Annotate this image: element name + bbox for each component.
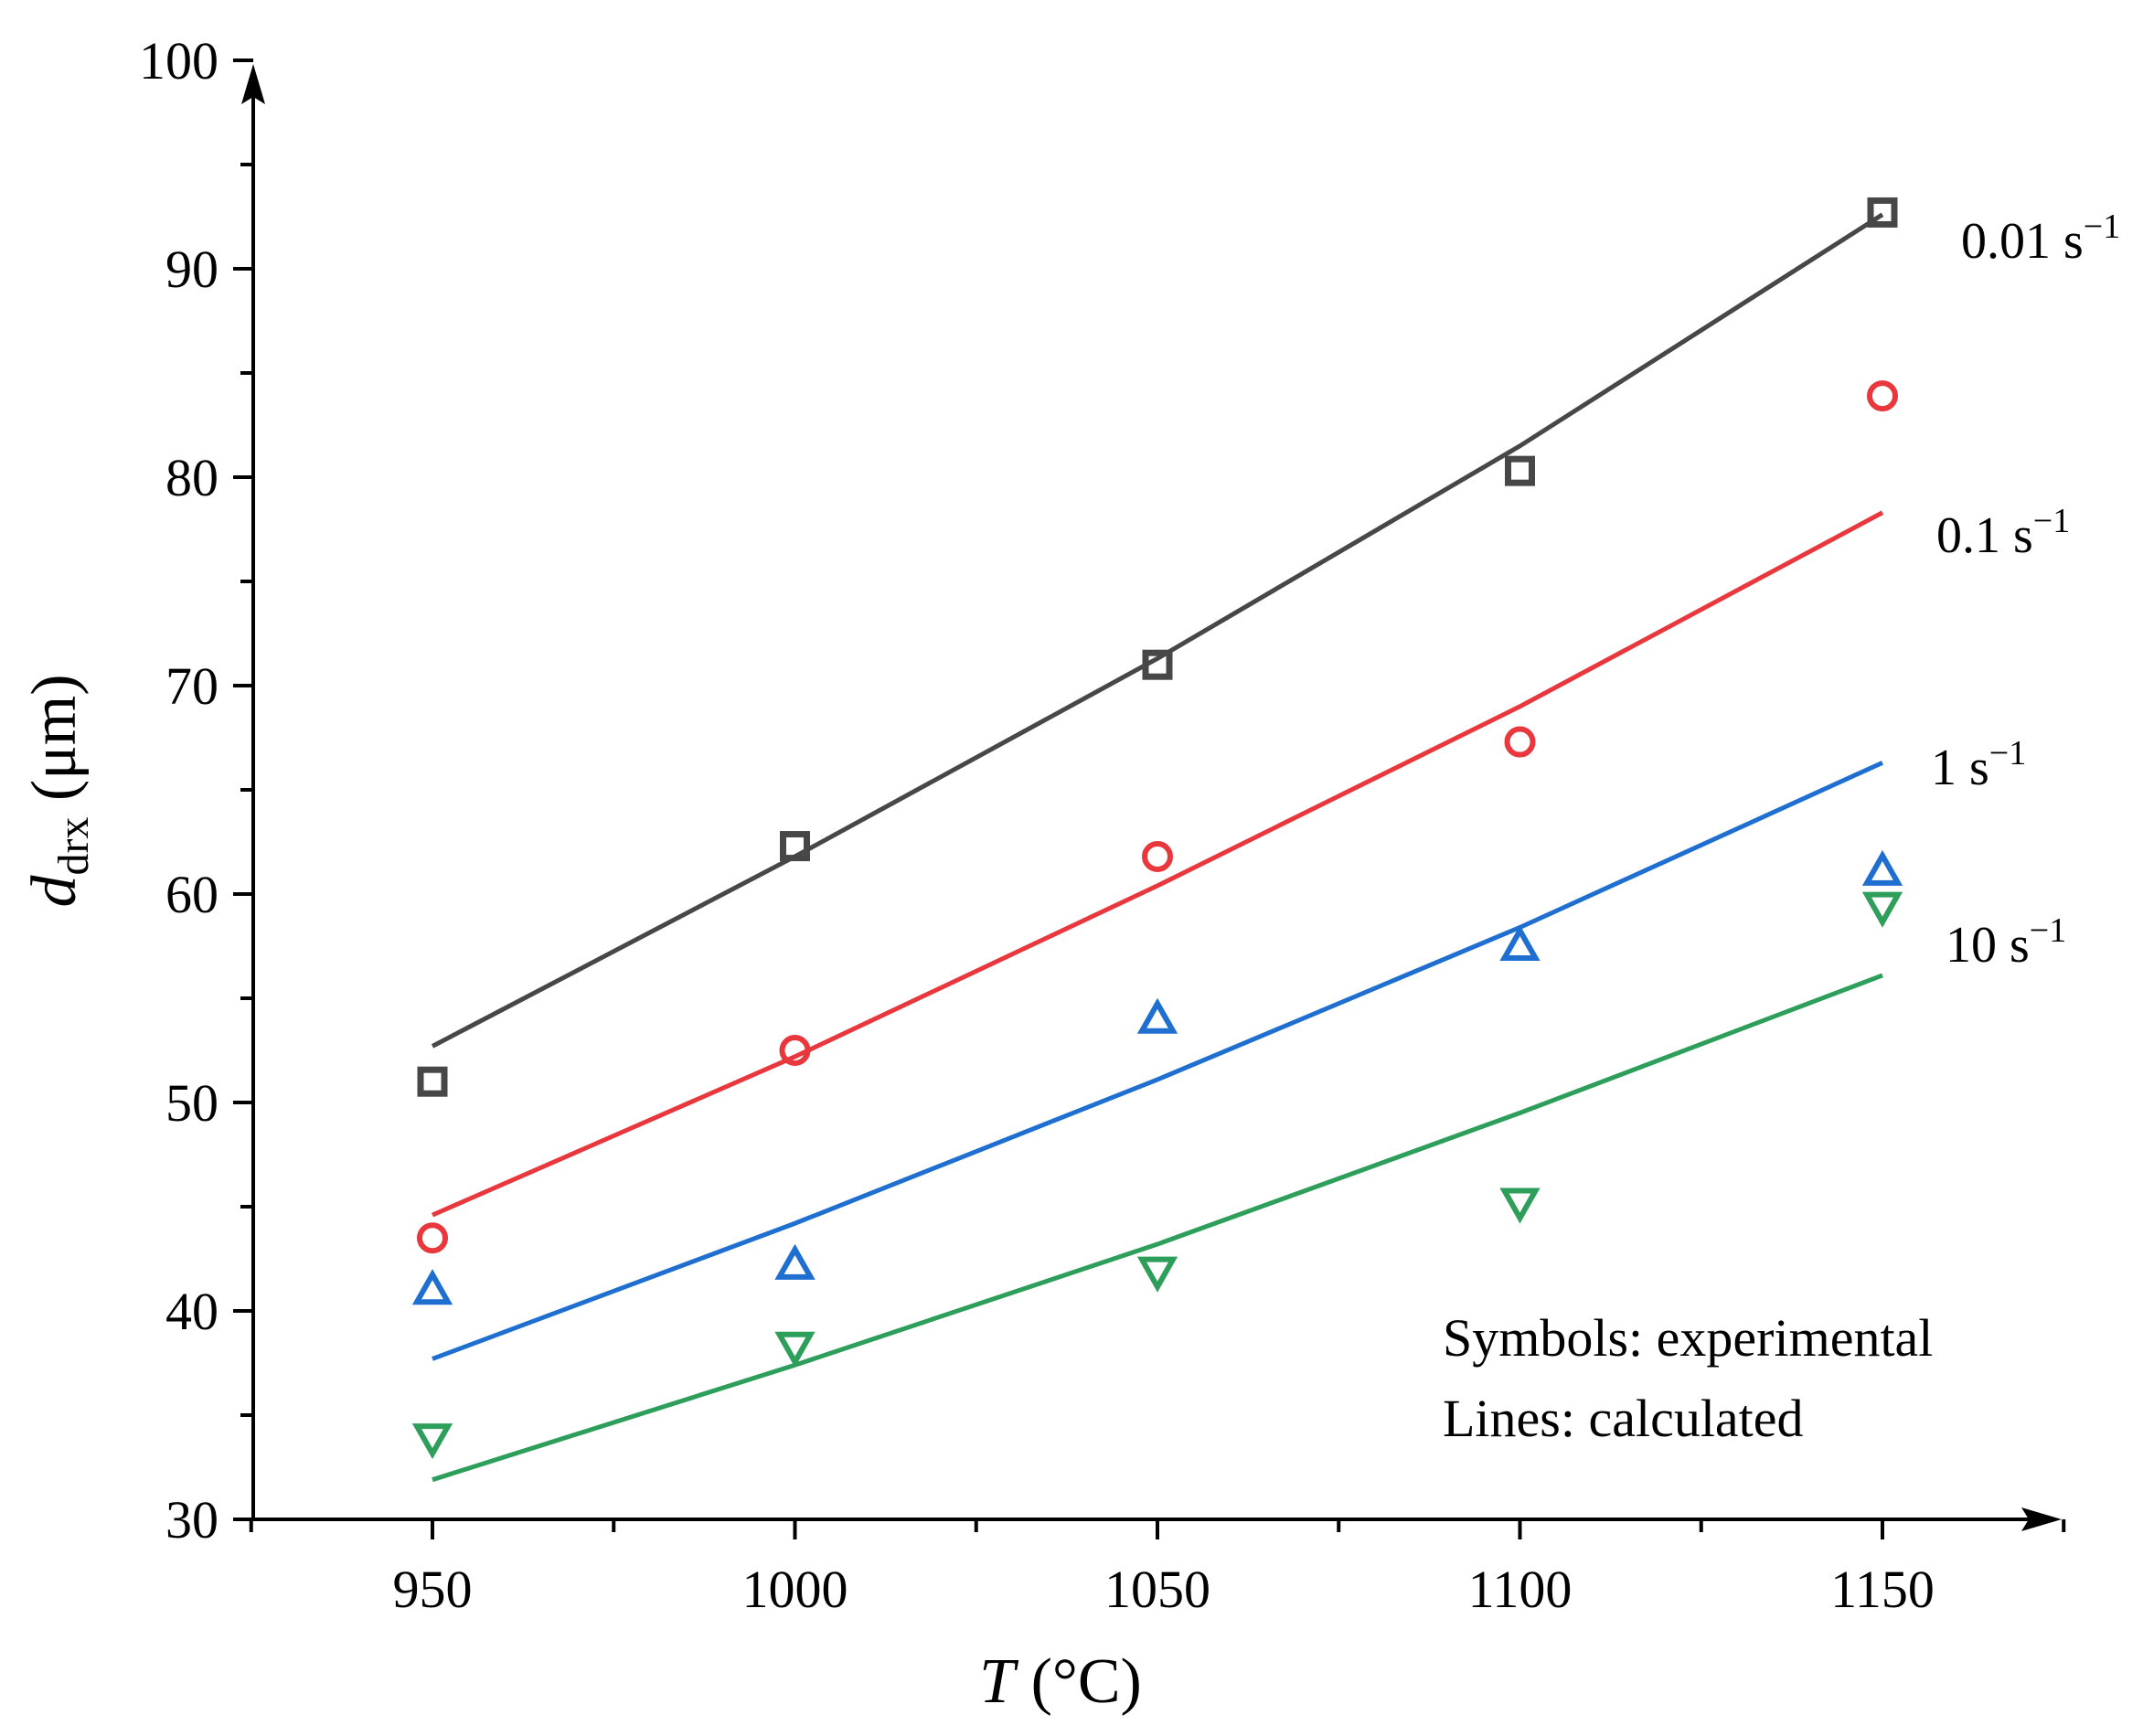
y-tick-label: 60	[165, 865, 219, 924]
marker-square-0-4	[1867, 197, 1898, 228]
calculated-line-2	[432, 761, 1884, 1361]
y-tick-label: 80	[165, 448, 219, 507]
series-label-name-2: 1 s	[1931, 740, 1989, 796]
y-axis-title-var: d	[19, 875, 90, 908]
marker-square-0-1	[780, 831, 810, 862]
series-label-name-3: 10 s	[1946, 917, 2030, 974]
series-label-sup-0: −1	[2084, 208, 2120, 246]
y-axis-title-unit: (μm)	[19, 674, 90, 816]
x-tick-label: 1100	[1468, 1560, 1573, 1619]
text-labels: Symbols: experimental Lines: calculated …	[1443, 208, 2120, 1448]
annotation-symbols: Symbols: experimental	[1443, 1308, 1933, 1368]
x-axis-title-unit: (°C)	[1015, 1646, 1142, 1717]
y-axis-title: ddrx (μm)	[19, 674, 98, 907]
x-axis-title-var: T	[979, 1646, 1019, 1717]
marker-circle-1-1	[779, 1035, 811, 1066]
y-tick-label: 70	[165, 656, 219, 716]
y-tick-label: 30	[165, 1490, 219, 1550]
marker-triangle-down-3-2	[1136, 1256, 1178, 1293]
series-label-name-1: 0.1 s	[1936, 507, 2033, 564]
series-label-sup-3: −1	[2030, 911, 2066, 950]
series-label-3: 10 s−1	[1946, 911, 2066, 974]
marker-square-0-0	[417, 1066, 448, 1097]
marker-triangle-down-3-3	[1499, 1188, 1541, 1224]
y-tick-label: 90	[165, 240, 219, 299]
series-label-1: 0.1 s−1	[1936, 502, 2070, 564]
marker-triangle-up-2-4	[1861, 849, 1903, 886]
y-axis-arrow	[241, 64, 265, 104]
marker-triangle-up-2-2	[1136, 997, 1178, 1034]
marker-circle-1-2	[1142, 840, 1173, 872]
marker-triangle-up-2-0	[411, 1269, 453, 1305]
series-label-name-0: 0.01 s	[1961, 213, 2084, 270]
y-tick-label: 100	[139, 31, 219, 91]
marker-triangle-up-2-1	[774, 1243, 816, 1280]
calculated-line-3	[432, 973, 1883, 1483]
marker-square-0-2	[1142, 649, 1173, 680]
x-axis-arrow	[2021, 1507, 2062, 1531]
calculated-lines	[431, 212, 1884, 1483]
marker-triangle-down-3-0	[411, 1423, 453, 1460]
series-label-sup-1: −1	[2033, 502, 2070, 540]
series-label-0: 0.01 s−1	[1961, 208, 2120, 270]
series-label-2: 1 s−1	[1931, 734, 2026, 796]
x-tick-label: 950	[393, 1560, 473, 1619]
experimental-markers	[411, 197, 1903, 1460]
calculated-line-0	[431, 212, 1884, 1049]
y-axis-title-sub: drx	[49, 817, 98, 876]
y-tick-label: 40	[165, 1282, 219, 1341]
x-tick-label: 1050	[1104, 1560, 1210, 1619]
marker-triangle-down-3-1	[774, 1331, 816, 1368]
marker-circle-1-3	[1504, 726, 1536, 758]
x-tick-label: 1150	[1830, 1560, 1935, 1619]
axes: 950 1000 1050 1100 1150 30 40 50 60 70 80 90 100 T (°…	[19, 31, 2066, 1717]
x-axis-title: T (°C)	[979, 1646, 1142, 1717]
x-tick-label: 1000	[742, 1560, 848, 1619]
y-tick-label: 50	[165, 1073, 219, 1133]
series-label-sup-2: −1	[1989, 734, 2026, 772]
marker-circle-1-4	[1867, 380, 1898, 412]
annotation-lines: Lines: calculated	[1443, 1389, 1804, 1448]
marker-triangle-down-3-4	[1861, 891, 1903, 928]
marker-triangle-up-2-3	[1499, 924, 1541, 961]
marker-circle-1-0	[417, 1222, 448, 1254]
marker-square-0-3	[1505, 455, 1535, 486]
calculated-line-1	[431, 510, 1884, 1218]
